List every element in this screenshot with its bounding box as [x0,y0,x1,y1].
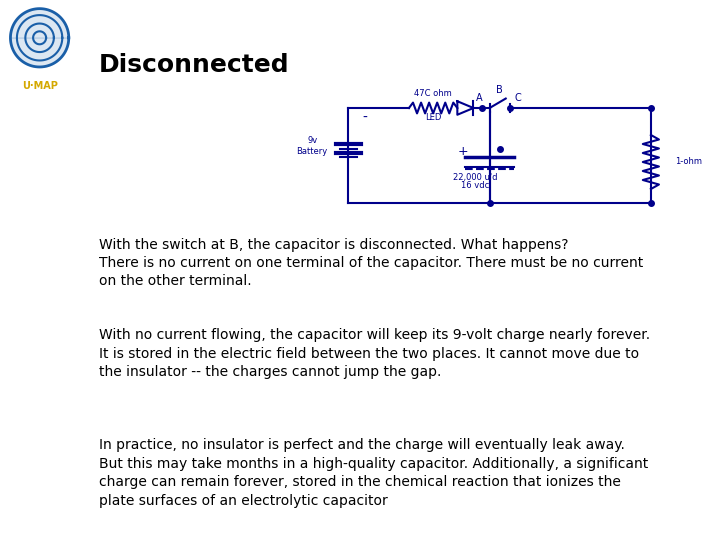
Text: 47C ohm: 47C ohm [414,89,452,98]
Text: 16 vdc: 16 vdc [462,181,490,190]
Text: Battery: Battery [297,147,328,156]
Text: C: C [515,93,521,103]
Text: -: - [362,111,367,125]
Text: LED: LED [425,113,441,122]
Text: Disconnected: Disconnected [99,53,289,77]
Text: 9v: 9v [307,136,318,145]
Text: 1-ohm: 1-ohm [675,158,702,166]
Text: In practice, no insulator is perfect and the charge will eventually leak away.
B: In practice, no insulator is perfect and… [99,438,648,508]
Text: BASIC ENGINEERING SCIENCE: BASIC ENGINEERING SCIENCE [29,209,43,461]
Text: 22,000 u'd: 22,000 u'd [453,173,498,181]
Text: +: + [457,145,468,158]
Text: With the switch at B, the capacitor is disconnected. What happens?
There is no c: With the switch at B, the capacitor is d… [99,238,643,288]
Text: With no current flowing, the capacitor will keep its 9-volt charge nearly foreve: With no current flowing, the capacitor w… [99,328,650,379]
Text: A: A [476,93,483,103]
Text: B: B [496,85,503,95]
Text: U·MAP: U·MAP [22,82,58,91]
